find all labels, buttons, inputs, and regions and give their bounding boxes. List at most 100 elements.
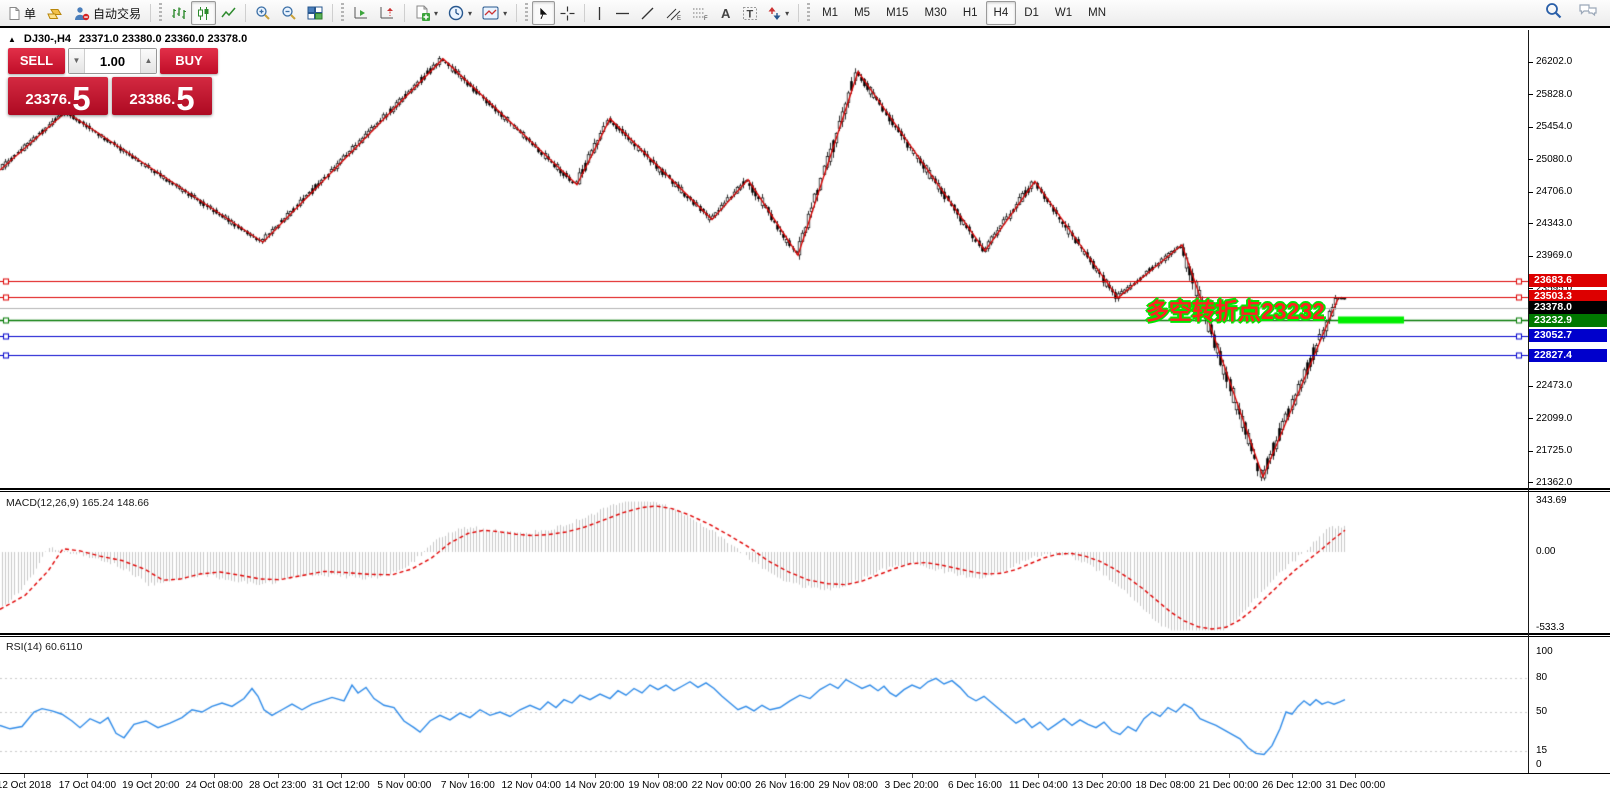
chevron-down-icon: ▾ [434,8,439,18]
sell-price-button[interactable]: 23376. 5 [8,77,108,115]
timeframe-m15[interactable]: M15 [886,7,909,19]
trendline-button[interactable] [635,1,660,25]
chart-shift-button[interactable] [374,1,400,25]
crosshair-button[interactable] [555,1,580,25]
arrows-button[interactable]: ▾ [763,1,794,25]
auto-scroll-button[interactable] [348,1,374,25]
clock-icon [448,5,464,21]
rsi-scale-label: 50 [1536,706,1548,717]
time-axis[interactable]: 12 Oct 2018 17 Oct 04:00 19 Oct 20:00 24 Oc… [0,774,1528,794]
buy-button[interactable]: BUY [160,48,218,74]
volume-input[interactable] [85,49,140,73]
pivot-annotation[interactable]: 多空转折点23232 [1146,298,1325,324]
ohlc-readout: 23371.0 23380.0 23360.0 23378.0 [79,33,248,45]
symbol-label: DJ30-,H4 [23,33,71,45]
periods-button[interactable]: ▾ [443,1,477,25]
svg-text:F: F [704,16,708,21]
zoom-out-button[interactable] [276,1,302,25]
timeframe-m5[interactable]: M5 [854,7,871,19]
volume-decrease-button[interactable]: ▼ [69,49,85,73]
vline-icon [594,6,605,21]
zoom-in-button[interactable] [250,1,276,25]
time-axis-tick [467,774,469,778]
price-axis-tick: 26202.0 [1528,56,1572,67]
toolbar-drag-handle [159,3,163,23]
toolbar-drag-handle [807,3,811,23]
gold-bar-button[interactable] [41,1,68,25]
timeframe-d1[interactable]: D1 [1024,7,1039,19]
time-axis-label: 14 Nov 20:00 [564,780,625,791]
rsi-pane-separator[interactable] [0,633,1610,637]
text-button[interactable]: A [714,1,737,25]
price-chart-canvas[interactable] [0,30,1528,488]
autoscroll-icon [353,6,369,21]
rsi-scale-label: 80 [1536,672,1548,683]
new-order-cn-button[interactable]: 单 [2,1,41,25]
time-axis-separator [0,773,1610,774]
rsi-indicator-canvas[interactable] [0,638,1528,772]
time-axis-tick [1228,774,1230,778]
chevron-down-icon: ▾ [468,8,473,18]
toolbar-drag-handle [341,3,345,23]
buy-price-button[interactable]: 23386. 5 [112,77,212,115]
macd-indicator-canvas[interactable] [0,494,1528,633]
sell-price-main: 23376. [25,91,72,108]
time-axis-label: 24 Oct 08:00 [185,780,243,791]
price-axis[interactable]: 26202.0 25828.0 25454.0 25080.0 24706.0 24343… [1528,28,1610,774]
macd-label: MACD(12,26,9) 165.24 148.66 [6,497,150,509]
macd-scale-label: 0.00 [1536,546,1556,557]
cursor-icon [537,5,550,21]
fibonacci-button[interactable]: F [687,1,714,25]
price-axis-tick: 22099.0 [1528,413,1572,424]
time-axis-label: 29 Nov 08:00 [818,780,878,791]
new-order-button[interactable]: ▾ [409,1,443,25]
chart-window: ▲ DJ30-,H4 23371.0 23380.0 23360.0 23378… [0,26,1610,794]
tile-windows-button[interactable] [302,1,328,25]
time-axis-tick [214,774,216,778]
time-axis-tick [531,774,533,778]
macd-pane-separator[interactable] [0,488,1610,492]
time-axis-label: 18 Dec 08:00 [1135,780,1195,791]
candlestick-chart-button[interactable] [191,1,217,25]
search-icon[interactable] [1545,2,1562,24]
toolbar-separator [245,4,247,22]
bar-chart-button[interactable] [166,1,191,25]
text-label-button[interactable]: T [737,1,763,25]
autotrade-button[interactable]: 自动交易 [68,1,146,25]
time-axis-tick [911,774,913,778]
price-badge: 23378.0 [1529,301,1607,315]
time-axis-label: 11 Dec 04:00 [1009,780,1068,791]
symbol-header: ▲ DJ30-,H4 23371.0 23380.0 23360.0 23378… [8,33,247,45]
chat-icon[interactable] [1578,3,1598,24]
autotrade-icon [73,6,90,21]
time-axis-tick [24,774,25,778]
vertical-line-button[interactable] [589,1,610,25]
time-axis-label: 19 Oct 20:00 [122,780,180,791]
price-axis-tick: 25828.0 [1528,89,1572,100]
sell-button[interactable]: SELL [8,48,65,74]
candlestick-icon [196,6,211,21]
time-axis-tick [87,774,89,778]
timeframe-h1[interactable]: H1 [962,7,978,19]
collapse-panel-icon[interactable]: ▲ [8,34,16,44]
line-chart-button[interactable] [216,1,241,25]
toolbar-separator [584,4,586,22]
timeframe-w1[interactable]: W1 [1054,7,1073,19]
rsi-scale-label: 15 [1536,745,1548,756]
timeframe-m1[interactable]: M1 [822,7,839,19]
buy-price-main: 23386. [129,91,176,108]
timeframe-h4[interactable]: H4 [985,1,1017,25]
volume-increase-button[interactable]: ▲ [140,49,156,73]
sell-price-big-digit: 5 [72,79,91,117]
buy-price-big-digit: 5 [176,79,195,117]
new-order-icon [414,5,431,21]
equidistant-channel-button[interactable]: E [660,1,687,25]
timeframe-m30[interactable]: M30 [924,7,947,19]
horizontal-line-button[interactable] [610,1,635,25]
templates-button[interactable]: ▾ [477,1,512,25]
fibo-icon: F [692,6,709,21]
time-axis-label: 31 Oct 12:00 [312,780,370,791]
cursor-button[interactable] [532,1,556,25]
timeframe-mn[interactable]: MN [1088,7,1107,19]
time-axis-label: 5 Nov 00:00 [377,780,432,791]
